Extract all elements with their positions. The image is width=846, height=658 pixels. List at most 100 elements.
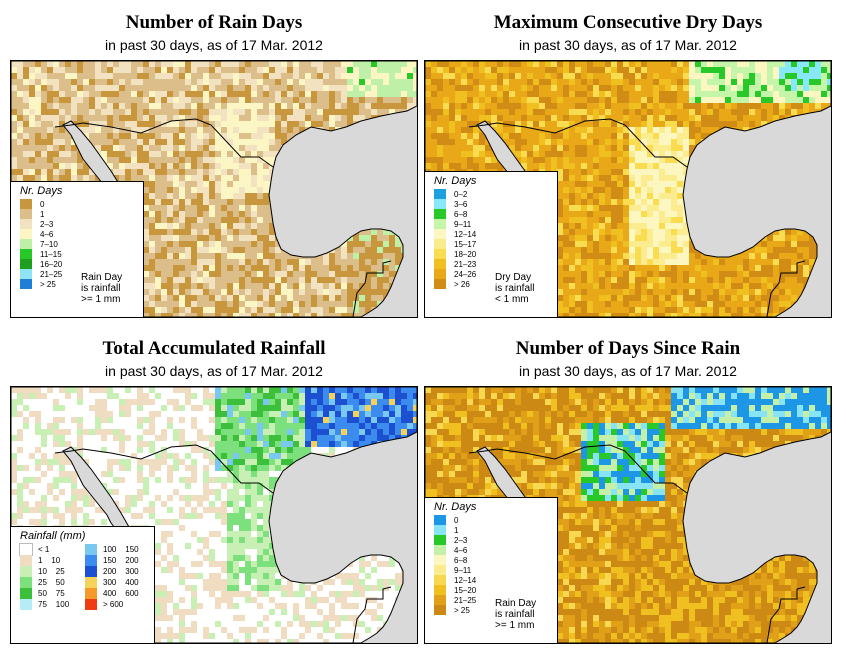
legend-item: 50 75 [20,588,69,599]
legend-item: > 25 [20,279,143,289]
legend-label: 75 100 [38,600,70,609]
legend-item: 21–25 [20,269,143,279]
legend-swatch [20,566,32,577]
coastline [11,61,417,317]
legend-swatch [434,555,446,565]
legend-item: 300 400 [85,577,139,588]
legend-item: 18–20 [434,249,557,259]
legend-swatch [20,588,32,599]
border-us-mexico [468,444,688,494]
legend-title: Nr. Days [434,501,477,513]
legend-item: 4–6 [20,229,143,239]
legend-label: 400 600 [103,589,139,598]
legend-label: 1 [454,525,459,535]
legend-label: 21–23 [454,259,477,269]
legend-item: 0 [434,515,557,525]
legend-label: 21–25 [40,269,63,279]
border-central-america [352,260,392,317]
map-days-since-rain: Nr. Days 0 1 2–3 4–6 6–8 9–11 12–14 15–20 21–25 >… [424,386,832,644]
panel-subtitle: in past 30 days, as of 17 Mar. 2012 [519,363,737,379]
legend-label: 1 10 [38,556,61,565]
legend-item: 15–20 [434,585,557,595]
legend-col-right: 100 150 150 200 200 300 300 400 400 600 > 600 [85,544,139,610]
legend-label: 4–6 [454,545,468,555]
legend-swatch [434,259,446,269]
legend-item: 1 [20,209,143,219]
map-rain-days: Nr. Days 0 1 2–3 4–6 7–10 11–15 16–20 21–25 > 25… [10,60,418,318]
legend-label: 9–11 [454,219,472,229]
border-us-mexico [468,118,688,168]
legend-label: 12–14 [454,575,477,585]
border-us-mexico [54,444,274,494]
legend-item: 150 200 [85,555,139,566]
legend-swatch [434,229,446,239]
legend-label: 300 400 [103,578,139,587]
legend-swatch [434,525,446,535]
legend-label: 4–6 [40,229,54,239]
legend-label: 9–11 [454,565,472,575]
legend-label: 2–3 [40,219,54,229]
panel-subtitle: in past 30 days, as of 17 Mar. 2012 [105,363,323,379]
legend-col-left: < 1 1 10 10 25 25 50 50 75 75 100 [19,543,70,610]
legend-label: > 26 [454,279,470,289]
legend: Nr. Days 0 1 2–3 4–6 7–10 11–15 16–20 21–25 > 25… [11,181,144,317]
legend-label: 7–10 [40,239,58,249]
legend-label: 10 25 [38,567,65,576]
panel-subtitle: in past 30 days, as of 17 Mar. 2012 [519,37,737,53]
legend-swatch [20,209,32,219]
panel-total-rainfall: Total Accumulated Rainfall in past 30 da… [10,326,418,656]
legend-swatch [434,279,446,289]
legend-item: 1 10 [20,555,69,566]
legend-item: 21–23 [434,259,557,269]
legend-swatch [434,565,446,575]
legend: Rainfall (mm) < 1 1 10 10 25 25 50 50 75 75 1… [11,526,155,643]
legend-swatch [434,219,446,229]
legend-note: Rain Day is rainfall >= 1 mm [495,598,537,631]
legend-label: > 600 [103,600,124,609]
legend-label: > 25 [40,279,56,289]
border-central-america [766,586,806,643]
legend-label: 1 [40,209,45,219]
legend-rows: 0 1 2–3 4–6 7–10 11–15 16–20 21–25 > 25 [11,199,143,289]
panel-title: Number of Days Since Rain [515,338,741,359]
legend-item: 21–25 [434,595,557,605]
legend-item: 16–20 [20,259,143,269]
legend-swatch [434,585,446,595]
legend-item: 9–11 [434,565,557,575]
legend-swatch [85,544,97,555]
legend-swatch [20,599,32,610]
map-dry-days: Nr. Days 0–2 3–6 6–8 9–11 12–14 15–17 18–20 21–… [424,60,832,318]
legend-swatch [20,249,32,259]
legend-swatch [434,249,446,259]
legend-item: < 1 [19,543,69,556]
legend-item: 15–17 [434,239,557,249]
legend-item: 2–3 [434,535,557,545]
legend-swatch [434,595,446,605]
legend-label: 150 200 [103,556,139,565]
panel-days-since-rain: Number of Days Since Rain in past 30 day… [424,326,832,656]
legend-title: Rainfall (mm) [20,530,86,542]
legend-label: 15–20 [454,585,477,595]
border-central-america [352,586,392,643]
legend-item: 10 25 [20,566,69,577]
legend-swatch [85,599,97,610]
legend-label: 2–3 [454,535,468,545]
panel-title: Number of Rain Days [125,12,303,33]
coastline [11,387,417,643]
legend-swatch [20,279,32,289]
legend-swatch [434,605,446,615]
legend-item: 1 [434,525,557,535]
legend-label: 24–26 [454,269,477,279]
legend-swatch [434,199,446,209]
legend-item: 0 [20,199,143,209]
legend-label: 12–14 [454,229,477,239]
legend-swatch [20,269,32,279]
legend-label: 0 [454,515,459,525]
legend-item: 3–6 [434,199,557,209]
legend-item: 12–14 [434,229,557,239]
legend-swatch [20,239,32,249]
legend-item: 0–2 [434,189,557,199]
legend-swatch [85,555,97,566]
legend-item: > 26 [434,279,557,289]
legend-swatch [434,575,446,585]
